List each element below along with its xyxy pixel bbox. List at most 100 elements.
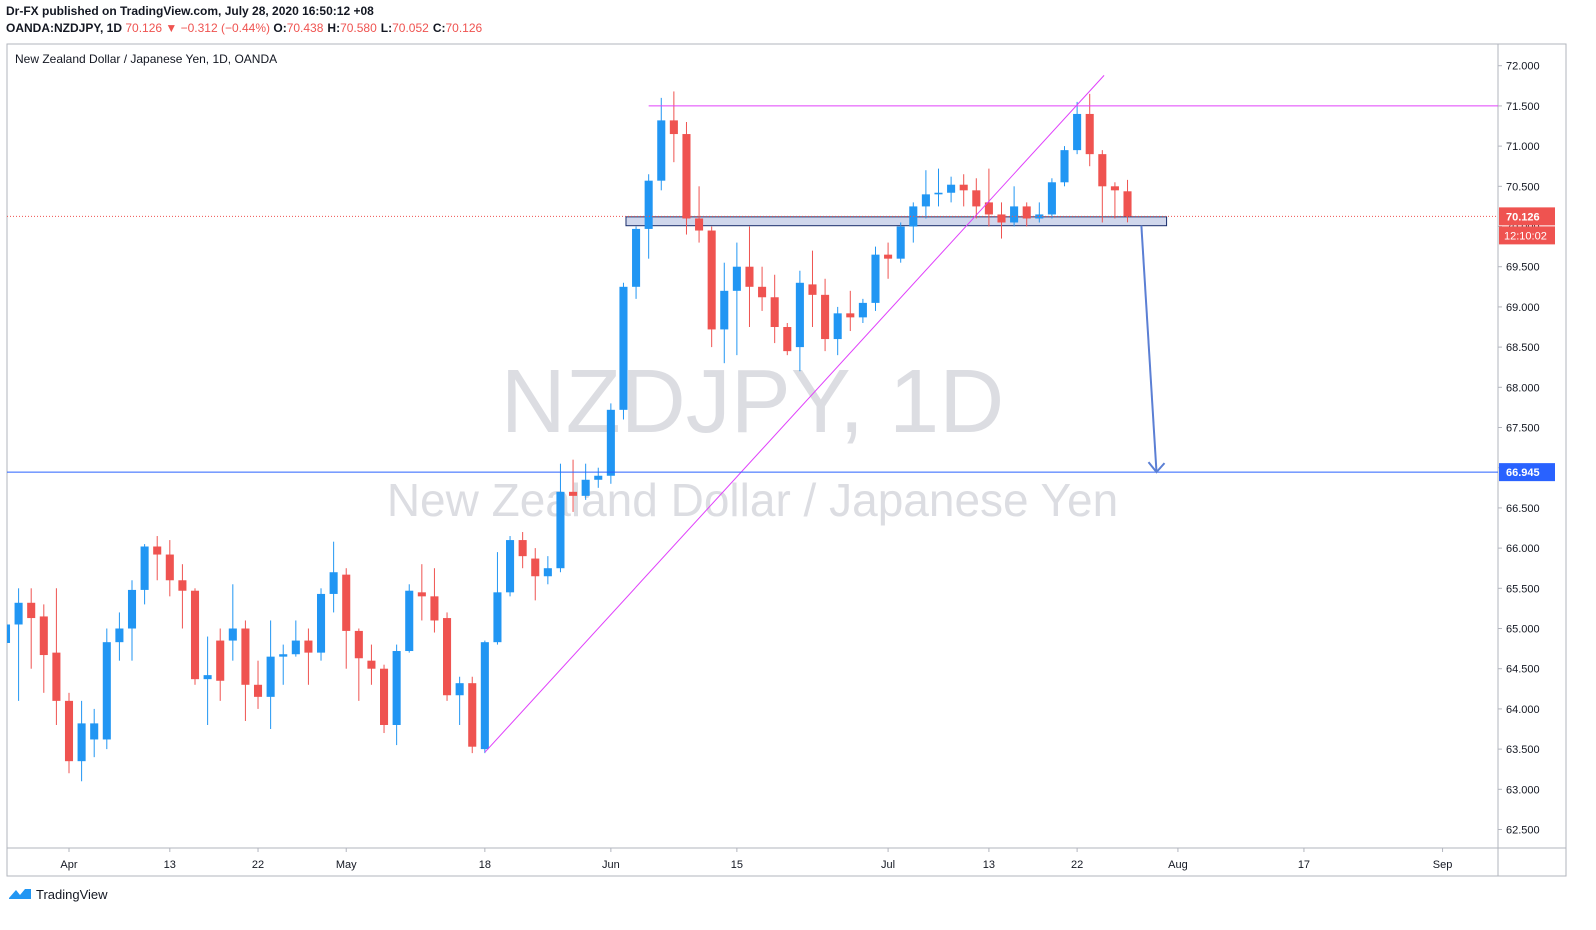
- candle-body: [316, 593, 326, 653]
- candle-body: [758, 286, 767, 298]
- candle-body: [581, 479, 590, 496]
- x-tick-label: Apr: [60, 859, 77, 871]
- brand-logo: [9, 889, 31, 899]
- candle-body: [203, 675, 212, 680]
- candle-body: [178, 580, 187, 591]
- x-tick-label: 22: [1071, 859, 1083, 871]
- last-price-box: [1499, 207, 1555, 226]
- candle-body: [543, 568, 552, 577]
- candle-body: [997, 214, 1006, 223]
- candle-body: [858, 302, 867, 318]
- y-tick-label: 65.000: [1506, 624, 1540, 636]
- countdown-label: 12:10:02: [1504, 230, 1547, 242]
- x-tick-label: Jul: [881, 859, 895, 871]
- candle-body: [934, 192, 943, 195]
- symbol: OANDA:NZDJPY, 1D: [6, 21, 123, 35]
- candle-body: [732, 266, 741, 291]
- y-tick-label: 62.500: [1506, 825, 1540, 837]
- candle-body: [493, 592, 502, 643]
- candle-body: [808, 284, 817, 295]
- target-box: [1499, 463, 1555, 482]
- x-tick-label: 18: [479, 859, 491, 871]
- chart-frame: [6, 43, 1567, 877]
- candle-body: [921, 194, 930, 207]
- candle-body: [1110, 186, 1119, 191]
- candle-body: [7, 624, 11, 643]
- candle-body: [695, 218, 704, 231]
- candle-body: [39, 616, 48, 656]
- candle-body: [770, 297, 779, 328]
- y-tick-label: 70.500: [1506, 181, 1540, 193]
- candle-body: [1047, 182, 1056, 215]
- candle-body: [795, 282, 804, 348]
- candle-body: [455, 683, 464, 696]
- ohlc-value: 70.580: [340, 21, 377, 35]
- candle-body: [342, 574, 351, 631]
- x-tick-label: Aug: [1168, 859, 1188, 871]
- footer: TradingView: [8, 886, 108, 902]
- x-tick-label: 13: [983, 859, 995, 871]
- candle-body: [468, 683, 477, 747]
- x-tick-label: 15: [731, 859, 743, 871]
- candle-body: [720, 290, 729, 330]
- candle-body: [556, 491, 565, 569]
- candle-body: [430, 596, 439, 621]
- candle-body: [984, 202, 993, 215]
- candle-body: [594, 475, 603, 480]
- x-tick-label: May: [336, 859, 357, 871]
- ohlc-label: C:: [432, 21, 446, 35]
- x-tick-label: 13: [164, 859, 176, 871]
- y-tick-label: 64.500: [1506, 664, 1540, 676]
- candle-body: [380, 668, 389, 725]
- y-tick-label: 68.500: [1506, 342, 1540, 354]
- candle-body: [405, 590, 414, 652]
- candle-body: [972, 190, 981, 207]
- y-tick-label: 69.500: [1506, 262, 1540, 274]
- plot-area: [7, 75, 1498, 782]
- candle-body: [833, 313, 842, 340]
- candle-body: [153, 546, 162, 555]
- y-tick-label: 72.000: [1506, 61, 1540, 73]
- candle-body: [846, 313, 855, 318]
- candle-body: [190, 590, 200, 680]
- candle-body: [669, 120, 678, 135]
- candle-body: [480, 642, 489, 750]
- header: Dr-FX published on TradingView.com, July…: [6, 3, 486, 37]
- candle-body: [90, 723, 99, 740]
- candle-body: [127, 589, 137, 629]
- publisher: Dr-FX published on TradingView.com, July…: [6, 4, 374, 18]
- candle-body: [1073, 113, 1082, 151]
- x-tick-label: 17: [1298, 859, 1310, 871]
- y-tick-label: 69.000: [1506, 302, 1540, 314]
- candle-body: [266, 656, 275, 697]
- x-tick-label: Jun: [602, 859, 620, 871]
- candle-body: [228, 628, 237, 641]
- candle-body: [140, 546, 149, 590]
- candle-body: [947, 184, 956, 193]
- candle-body: [115, 628, 124, 643]
- candle-body: [392, 651, 401, 725]
- candle-body: [632, 228, 641, 287]
- candle-body: [821, 294, 830, 340]
- candle-body: [354, 630, 363, 659]
- last-price: 70.126: [125, 21, 163, 35]
- candle-body: [27, 602, 36, 619]
- ohlc-label: H:: [327, 21, 341, 35]
- candle-body: [644, 180, 653, 229]
- candle-body: [52, 652, 61, 701]
- candle-body: [1060, 150, 1069, 183]
- candle-body: [64, 700, 74, 762]
- support-zone: [625, 216, 1168, 227]
- ohlc: O:70.438 H:70.580 L:70.052 C:70.126: [273, 21, 486, 35]
- candle-body: [102, 642, 111, 740]
- ohlc-label: O:: [273, 21, 287, 35]
- candle-body: [657, 120, 666, 181]
- ohlc-value: 70.438: [286, 21, 324, 35]
- candle-body: [216, 640, 225, 681]
- x-tick-label: 22: [252, 859, 264, 871]
- candle-body: [329, 572, 338, 594]
- arrow-shaft: [1140, 225, 1158, 473]
- ohlc-value: 70.126: [445, 21, 483, 35]
